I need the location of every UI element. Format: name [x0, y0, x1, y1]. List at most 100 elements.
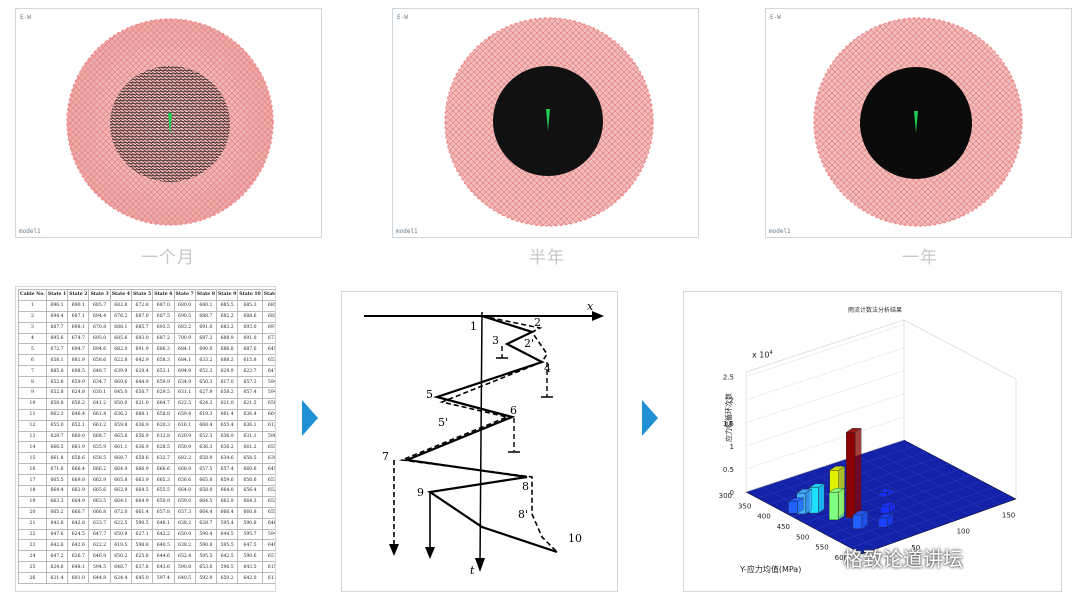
table-cell: 662.9 — [109, 485, 132, 497]
table-cell: 639.2 — [261, 452, 275, 465]
table-cell: 664.9 — [130, 495, 154, 508]
table-cell: 590.8 — [194, 539, 218, 552]
table-cell: 653.1 — [261, 495, 275, 508]
table-cell: 694.4 — [45, 310, 69, 323]
globe-mesh-half-year — [444, 17, 654, 227]
table-cell: 644.9 — [130, 376, 154, 389]
table-cell: 691.0 — [237, 332, 263, 345]
table-cell: 687.0 — [130, 310, 154, 323]
point-label-3: 3 — [492, 334, 499, 347]
table-cell: 647.6 — [45, 528, 69, 541]
table-cell: 665.6 — [88, 485, 111, 497]
table-cell: 615.5 — [261, 561, 275, 574]
table-cell: 622.5 — [173, 397, 196, 410]
table-cell: 688.9 — [216, 332, 239, 345]
bar-front — [877, 517, 888, 528]
table-cell: 656.6 — [173, 474, 196, 487]
bar-top — [808, 483, 825, 488]
floor-grid-line — [888, 444, 1001, 505]
table-row: 24 647.2 626.7 646.9 650.2 625.8 644.6 652.4 595… — [18, 550, 275, 563]
table-cell: 652.6 — [45, 376, 69, 389]
table-cell: 590.8 — [237, 517, 263, 530]
table-cell: 661.9 — [67, 441, 90, 454]
table-cell: 688.1 — [130, 408, 154, 421]
table-cell: 636.9 — [130, 419, 154, 432]
exponent-label: x 104 — [752, 350, 773, 360]
table-cell: 590.4 — [194, 528, 218, 541]
panel-model-label: model1 — [396, 228, 418, 235]
table-cell: 662.9 — [67, 485, 90, 497]
table-cell: 683.2 — [173, 321, 196, 334]
table-cell: 694.6 — [88, 343, 111, 356]
table-cell: 619.3 — [194, 408, 218, 421]
point-label-5: 5 — [426, 388, 433, 401]
table-cell: 650.0 — [109, 397, 132, 410]
y-tick-label: 350 — [738, 502, 751, 510]
table-cell: 660.8 — [237, 506, 263, 519]
table-cell: 636.4 — [237, 408, 263, 421]
table-cell: 682.2 — [216, 310, 239, 323]
table-cell: 598.8 — [130, 539, 154, 552]
table-cell: 691.0 — [194, 321, 218, 334]
table-cell: 634.6 — [216, 452, 239, 465]
table-cell: 621.4 — [45, 572, 69, 585]
table-cell: 664.1 — [109, 495, 132, 508]
table-cell: 622.5 — [109, 517, 132, 530]
point-label-8prime: 8' — [518, 508, 528, 521]
globe-panel-month: E-W model1 — [15, 8, 322, 238]
table-header-cell: State 5 — [130, 289, 154, 301]
rainflow-3d-chart-panel: 雨流计数法分析结果 x 104 应力幅循环次数 Y-应力均值(MPa) 0 0.5… — [683, 291, 1062, 592]
table-cell: 622.2 — [88, 539, 111, 552]
bar-chart-3d: 0 0.5 1 1.5 2 2.5 300 350 400 450 500 550 600 50 100 15… — [719, 319, 1017, 562]
panel-model-label: model1 — [769, 228, 791, 235]
table-cell: 655.5 — [261, 441, 275, 454]
table-cell: 642.8 — [67, 517, 90, 530]
table-cell: 628.5 — [152, 441, 175, 454]
table-header-cell: State 8 — [194, 289, 218, 301]
table-cell: 642.2 — [152, 528, 175, 541]
table-header-cell: State 9 — [216, 289, 239, 301]
table-cell: 664.7 — [152, 397, 175, 410]
point-label-7: 7 — [382, 450, 389, 463]
table-row: 11 662.3 646.4 661.4 636.2 688.1 658.8 659.4 619… — [18, 408, 275, 421]
table-cell: 653.6 — [194, 561, 218, 574]
y-tick-label: 500 — [796, 533, 809, 541]
z-grid-line — [745, 439, 905, 493]
table-cell: 659.9 — [67, 376, 90, 389]
table-cell: 620.3 — [152, 419, 175, 432]
y-tick-label: 600 — [835, 554, 848, 562]
point-label-4: 4 — [544, 362, 551, 375]
table-cell: 685.5 — [216, 299, 239, 312]
table-cell: 592.9 — [194, 572, 218, 585]
table-row: 26 621.4 601.0 644.8 624.4 645.0 597.4 640.5 592… — [18, 572, 275, 585]
point-label-5prime: 5' — [438, 416, 448, 429]
table-cell: 682.2 — [173, 452, 196, 465]
table-cell: 636.2 — [216, 441, 239, 454]
table-cell: 663.3 — [45, 495, 69, 508]
table-cell: 694.9 — [173, 365, 196, 378]
table-cell: 657.4 — [237, 387, 263, 399]
globe-mesh-year — [813, 17, 1023, 227]
table-cell: 658.8 — [152, 408, 175, 421]
table-cell: 629.9 — [216, 365, 239, 378]
table-cell: 624.5 — [67, 528, 90, 541]
table-cell: 629.5 — [152, 387, 175, 399]
table-cell: 664.3 — [237, 495, 263, 508]
table-cell: 657.3 — [173, 506, 196, 519]
table-cell: 656.6 — [237, 474, 263, 487]
table-cell: 658.2 — [216, 387, 239, 399]
table-cell: 595.4 — [216, 517, 239, 530]
table-cell: 624.4 — [109, 572, 132, 585]
table-cell: 657.5 — [194, 463, 218, 476]
bar-top — [796, 488, 813, 494]
table-cell: 648.1 — [67, 561, 90, 574]
bar-top — [877, 513, 894, 519]
table-cell: 646.4 — [67, 408, 90, 421]
table-cell: 659.4 — [173, 408, 196, 421]
table-cell: 658.6 — [67, 452, 90, 465]
table-cell: 658.5 — [88, 452, 111, 465]
table-cell: 661.4 — [130, 506, 154, 519]
table-cell: 700.9 — [173, 332, 196, 345]
table-cell: 672.8 — [130, 299, 154, 312]
table-cell: 636.9 — [130, 441, 154, 454]
